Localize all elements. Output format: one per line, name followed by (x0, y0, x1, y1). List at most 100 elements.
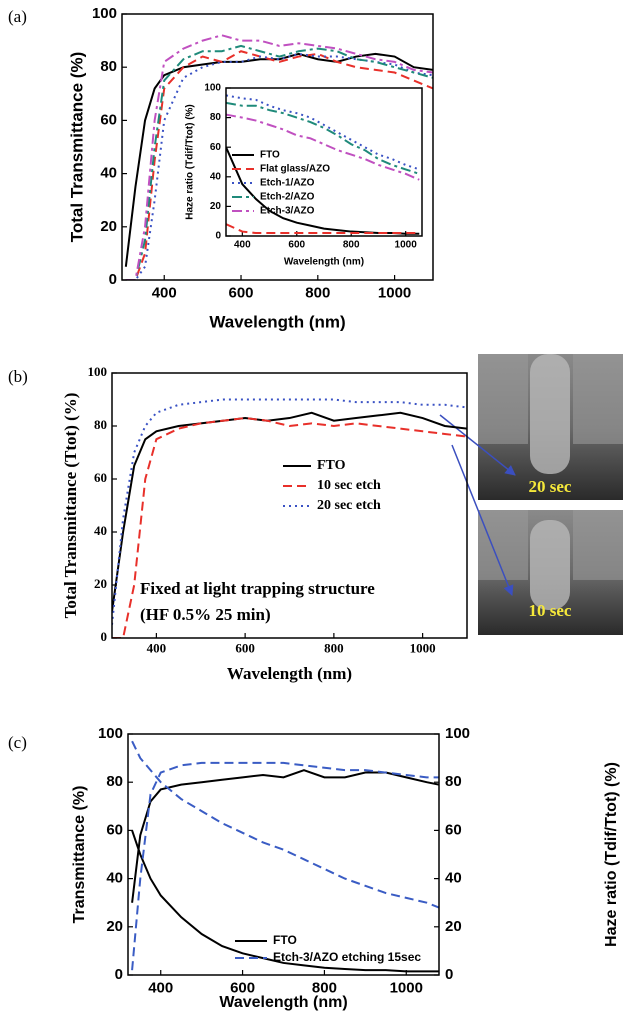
legend-label: Flat glass/AZO (260, 164, 330, 175)
annotation: (HF 0.5% 25 min) (140, 605, 271, 624)
y2-tick-label: 40 (445, 870, 462, 887)
y-axis-label: Transmittance (%) (71, 786, 88, 924)
chart: 400 600 800 1000 0 20 40 60 80 100 Wavelength (nm)… (61, 364, 468, 683)
x-tick-label: 600 (229, 284, 254, 301)
series-line (131, 769, 439, 903)
legend-label: 10 sec etch (317, 478, 381, 493)
y-axis-label: Haze ratio (Tdif/Ttot) (%) (185, 104, 196, 220)
panel-label: (b) (8, 367, 28, 386)
x-tick-label: 1000 (378, 284, 411, 301)
y-tick-label: 60 (210, 142, 222, 153)
image-label: 10 sec (529, 601, 572, 620)
y-tick-label: 80 (106, 773, 123, 790)
arrow (439, 414, 516, 476)
chart: 400 600 800 1000020406080100020406080100Wav… (71, 725, 620, 1011)
sem-image-top (478, 354, 623, 500)
y-tick-label: 20 (94, 576, 107, 591)
y-tick-label: 100 (92, 5, 117, 22)
x-axis-label: Wavelength (nm) (219, 994, 347, 1011)
inset-background (226, 88, 422, 236)
y-tick-label: 80 (210, 112, 222, 123)
plot-frame (111, 372, 468, 639)
legend-label: 20 sec etch (317, 498, 381, 513)
x-axis-label: Wavelength (nm) (227, 664, 352, 683)
x-tick-label: 800 (305, 284, 330, 301)
y2-tick-label: 0 (445, 966, 453, 983)
x-tick-label: 1000 (395, 240, 418, 251)
sem-image-bottom (478, 510, 623, 635)
x-tick-label: 600 (230, 979, 255, 996)
series-line (131, 761, 439, 971)
y-tick-label: 20 (210, 201, 222, 212)
y2-tick-label: 60 (445, 821, 462, 838)
y-tick-label: 100 (98, 725, 123, 742)
series-line (124, 52, 433, 267)
y-tick-label: 60 (94, 470, 107, 485)
series-line (226, 101, 420, 175)
y-axis-label: Total Transmittance (Ttot) (%) (61, 393, 80, 619)
x-tick-label: 600 (288, 240, 305, 251)
y-tick-label: 40 (100, 165, 117, 182)
y2-tick-label: 100 (445, 725, 470, 742)
x-tick-label: 400 (147, 641, 167, 656)
y-tick-label: 40 (106, 870, 123, 887)
series-line (131, 830, 439, 973)
y-tick-label: 100 (88, 364, 108, 379)
series-line (125, 44, 433, 280)
series-line (125, 52, 433, 280)
y-tick-label: 0 (215, 231, 221, 242)
plot-frame (127, 733, 440, 976)
series-line (112, 417, 467, 638)
series-line (226, 94, 420, 171)
series-line (226, 146, 420, 235)
x-tick-label: 400 (148, 979, 173, 996)
x-tick-label: 400 (152, 284, 177, 301)
y-tick-label: 80 (100, 58, 117, 75)
legend-label: Etch-3/AZO (260, 206, 315, 217)
x-tick-label: 800 (324, 641, 344, 656)
x-tick-label: 800 (343, 240, 360, 251)
legend-label: FTO (260, 150, 280, 161)
y2-axis-label: Haze ratio (Tdif/Ttot) (%) (603, 762, 620, 947)
x-axis-label: Wavelength (nm) (209, 312, 345, 331)
series-line (125, 34, 433, 280)
panel-label: (a) (8, 7, 27, 26)
plot-frame (121, 13, 434, 281)
y2-tick-label: 20 (445, 918, 462, 935)
x-tick-label: 600 (235, 641, 255, 656)
legend-label: FTO (317, 458, 346, 473)
y-tick-label: 60 (100, 111, 117, 128)
y-tick-label: 80 (94, 417, 107, 432)
x-tick-label: 1000 (410, 641, 436, 656)
x-axis-label: Wavelength (nm) (284, 257, 364, 268)
y-tick-label: 60 (106, 821, 123, 838)
y-tick-label: 20 (100, 218, 117, 235)
y-tick-label: 40 (94, 523, 107, 538)
plot-frame (225, 87, 423, 237)
y-tick-label: 0 (115, 966, 123, 983)
y-tick-label: 100 (204, 83, 221, 94)
x-tick-label: 1000 (390, 979, 423, 996)
x-tick-label: 800 (312, 979, 337, 996)
annotation: Fixed at light trapping structure (140, 579, 375, 598)
series-line (226, 223, 420, 235)
arrow (451, 444, 514, 596)
y2-tick-label: 80 (445, 773, 462, 790)
y-tick-label: 40 (210, 171, 222, 182)
x-tick-label: 400 (234, 240, 251, 251)
y-axis-label: Total Transmittance (%) (67, 52, 86, 243)
legend-label: FTO (273, 933, 297, 947)
legend-label: Etch-1/AZO (260, 178, 315, 189)
y-tick-label: 0 (109, 271, 117, 288)
y-tick-label: 20 (106, 918, 123, 935)
image-label: 20 sec (529, 477, 572, 496)
panel-label: (c) (8, 733, 27, 752)
legend-label: Etch-3/AZO etching 15sec (273, 950, 421, 964)
series-line (131, 740, 439, 909)
legend-label: Etch-2/AZO (260, 192, 315, 203)
series-line (226, 113, 420, 181)
chart: 400 600 800 1000 0 20 40 60 80 100 Wavelength (nm)… (185, 83, 423, 268)
y-tick-label: 0 (101, 629, 108, 644)
